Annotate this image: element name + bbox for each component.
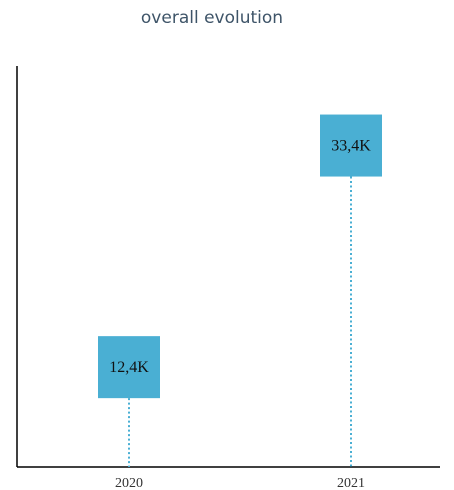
marker-2021 [320, 114, 382, 177]
x-tick-label-2020: 2020 [115, 476, 143, 490]
marker-2020 [98, 336, 160, 399]
x-tick-label-2021: 2021 [337, 476, 365, 490]
value-label-2020: 12,4K [109, 359, 149, 376]
chart-title: overall evolution [140, 8, 284, 28]
value-label-2021: 33,4K [331, 138, 371, 155]
